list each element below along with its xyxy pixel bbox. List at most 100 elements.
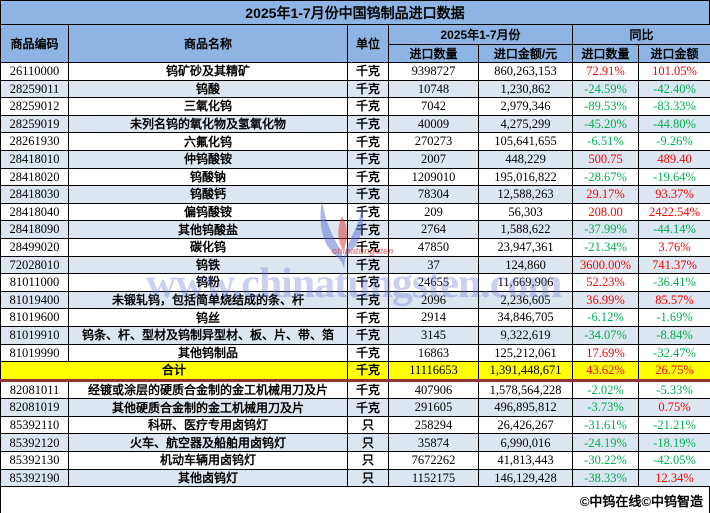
amount-cell: 26,426,267 — [477, 415, 574, 435]
amount-cell: 496,895,812 — [477, 398, 574, 417]
qty-cell: 2096 — [388, 290, 479, 310]
yoy-qty-cell: -3.73% — [572, 398, 640, 417]
yoy-amount-cell: -42.05% — [638, 451, 710, 470]
amount-cell: 125,212,061 — [477, 343, 574, 363]
amount-cell: 105,641,655 — [477, 132, 574, 151]
qty-cell: 78304 — [388, 185, 479, 204]
yoy-qty-cell: -6.12% — [572, 308, 640, 327]
total-row: 合计 千克 11116653 1,391,448,671 43.62% 26.75% — [0, 361, 710, 381]
table-row: 81011000 钨粉 千克 24655 11,669,906 52.23% -36.41% — [0, 273, 710, 292]
qty-cell: 1209010 — [388, 167, 479, 187]
unit-cell: 千克 — [347, 97, 389, 116]
yoy-amount-cell: -42.40% — [638, 79, 710, 99]
name-cell: 碳化钨 — [68, 237, 348, 257]
code-cell: 26110000 — [0, 62, 69, 81]
code-cell: 28418010 — [0, 149, 69, 169]
amount-cell: 195,016,822 — [477, 167, 574, 187]
qty-cell: 1152175 — [388, 468, 479, 488]
amount-cell: 4,275,299 — [477, 114, 574, 134]
qty-cell: 2007 — [388, 149, 479, 169]
name-cell: 火车、航空器及船舶用卤钨灯 — [68, 433, 348, 453]
code-cell: 85392130 — [0, 451, 69, 470]
qty-cell: 258294 — [388, 415, 479, 435]
code-cell: 81019600 — [0, 308, 69, 327]
code-cell: 81019910 — [0, 325, 69, 345]
amount-cell: 34,846,705 — [477, 308, 574, 327]
name-cell: 其他硬质合金制的金工机械用刀及片 — [68, 398, 348, 417]
amount-cell: 2,236,605 — [477, 290, 574, 310]
amount-cell: 1,391,448,671 — [477, 361, 574, 381]
amount-cell: 1,230,862 — [477, 79, 574, 99]
name-cell: 钨酸 — [68, 79, 348, 99]
unit-cell: 只 — [347, 451, 389, 470]
yoy-amount-cell: -36.41% — [638, 273, 710, 292]
name-cell: 钨酸钙 — [68, 185, 348, 204]
code-cell: 28259019 — [0, 114, 69, 134]
amount-cell: 41,813,443 — [477, 451, 574, 470]
import-data-table: 商品编码 商品名称 单位 2025年1-7月份 同比 进口数量 进口金额/元 进… — [0, 24, 710, 488]
name-cell: 未列名钨的氧化物及氢氧化物 — [68, 114, 348, 134]
header-name: 商品名称 — [68, 24, 348, 63]
name-cell: 钨铁 — [68, 255, 348, 275]
yoy-qty-cell: 72.91% — [572, 62, 640, 81]
qty-cell: 47850 — [388, 237, 479, 257]
table-row: 28259019 未列名钨的氧化物及氢氧化物 千克 40009 4,275,299 -45… — [0, 114, 710, 134]
code-cell: 81011000 — [0, 273, 69, 292]
code-cell: 28261930 — [0, 132, 69, 151]
code-cell: 28499020 — [0, 237, 69, 257]
header-import-amount: 进口金额/元 — [477, 44, 574, 63]
name-cell: 科研、医疗专用卤钨灯 — [68, 415, 348, 435]
table-row: 26110000 钨矿砂及其精矿 千克 9398727 860,263,153 72.91… — [0, 62, 710, 81]
yoy-qty-cell: -37.99% — [572, 220, 640, 239]
unit-cell: 千克 — [347, 343, 389, 363]
yoy-amount-cell: 85.57% — [638, 290, 710, 310]
table-row: 28418030 钨酸钙 千克 78304 12,588,263 29.17% 93.37% — [0, 185, 710, 204]
amount-cell: 1,588,622 — [477, 220, 574, 239]
yoy-qty-cell: 29.17% — [572, 185, 640, 204]
yoy-qty-cell: 17.69% — [572, 343, 640, 363]
yoy-qty-cell: -28.67% — [572, 167, 640, 187]
header-code: 商品编码 — [0, 24, 69, 63]
amount-cell: 6,990,016 — [477, 433, 574, 453]
yoy-qty-cell: 208.00 — [572, 202, 640, 222]
unit-cell: 千克 — [347, 185, 389, 204]
name-cell: 钨丝 — [68, 308, 348, 327]
qty-cell: 407906 — [388, 378, 479, 400]
total-label: 合计 — [0, 361, 348, 381]
amount-cell: 56,303 — [477, 202, 574, 222]
yoy-amount-cell: -83.33% — [638, 97, 710, 116]
yoy-qty-cell: -31.61% — [572, 415, 640, 435]
table-row: 28499020 碳化钨 千克 47850 23,947,361 -21.34% 3.76% — [0, 237, 710, 257]
unit-cell: 千克 — [347, 220, 389, 239]
copyright-footer: ©中钨在线©中钨智造 — [0, 487, 710, 513]
code-cell: 28259012 — [0, 97, 69, 116]
yoy-qty-cell: -21.34% — [572, 237, 640, 257]
amount-cell: 1,578,564,228 — [477, 378, 574, 400]
unit-cell: 千克 — [347, 62, 389, 81]
yoy-amount-cell: 3.76% — [638, 237, 710, 257]
amount-cell: 860,263,153 — [477, 62, 574, 81]
yoy-qty-cell: -38.33% — [572, 468, 640, 488]
header-period-group: 2025年1-7月份 — [387, 24, 574, 45]
name-cell: 其他钨酸盐 — [68, 220, 348, 239]
yoy-amount-cell: -32.47% — [638, 343, 710, 363]
name-cell: 六氟化钨 — [68, 132, 348, 151]
code-cell: 28418020 — [0, 167, 69, 187]
amount-cell: 12,588,263 — [477, 185, 574, 204]
table-row: 81019910 钨条、杆、型材及钨制异型材、板、片、带、箔 千克 3145 9,322… — [0, 325, 710, 345]
unit-cell: 千克 — [347, 237, 389, 257]
table-body: 26110000 钨矿砂及其精矿 千克 9398727 860,263,153 72.91… — [0, 62, 710, 488]
qty-cell: 291605 — [388, 398, 479, 417]
yoy-amount-cell: -9.26% — [638, 132, 710, 151]
qty-cell: 7672262 — [388, 451, 479, 470]
table-row: 85392120 火车、航空器及船舶用卤钨灯只 35874 6,990,016 -24.… — [0, 433, 710, 453]
qty-cell: 270273 — [388, 132, 479, 151]
qty-cell: 2764 — [388, 220, 479, 239]
table-row: 81019990 其他钨制品 千克 16863 125,212,061 17.69% -32… — [0, 343, 710, 363]
code-cell: 81019400 — [0, 290, 69, 310]
header-yoy-amount: 进口金额 — [638, 44, 710, 63]
yoy-amount-cell: 2422.54% — [638, 202, 710, 222]
yoy-amount-cell: 489.40 — [638, 149, 710, 169]
unit-cell: 只 — [347, 468, 389, 488]
